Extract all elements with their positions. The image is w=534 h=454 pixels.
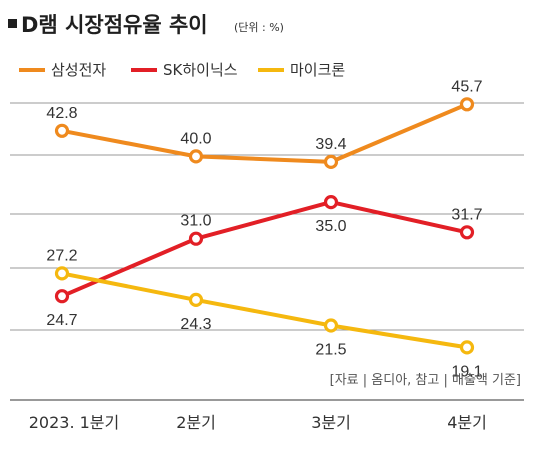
data-label: 31.7 [451,206,482,223]
category-label: 3분기 [311,413,351,432]
data-label: 39.4 [315,136,346,153]
data-point [323,154,339,169]
series-line [60,271,469,350]
data-point [54,123,70,138]
legend-label: 삼성전자 [51,61,106,79]
data-point [54,289,70,304]
data-point [323,318,339,333]
data-point [54,266,70,281]
data-point [459,225,475,240]
data-label: 40.0 [180,130,211,147]
series-line [60,102,469,164]
data-label: 45.7 [451,78,482,95]
series-line [60,200,469,299]
data-label: 19.1 [451,363,482,380]
data-labels: 42.8 40.0 39.4 45.7 24.7 31.0 35.0 31.7 27.2 24.3… [46,78,482,380]
legend-label: SK하이닉스 [163,61,238,79]
gridlines [10,102,524,331]
series-layer [54,97,475,355]
category-label: 2023. 1분기 [29,413,120,432]
data-point [188,292,204,307]
data-label: 27.2 [46,247,77,264]
chart-title: D램 시장점유율 추이 [21,13,208,37]
data-label: 31.0 [180,213,211,230]
data-point [188,231,204,246]
category-label: 2분기 [176,413,216,432]
data-point [188,149,204,164]
data-label: 35.0 [315,218,346,235]
category-label: 4분기 [447,413,487,432]
data-label: 42.8 [46,105,77,122]
x-axis: 2023. 1분기 2분기 3분기 4분기 [29,413,487,432]
chart-unit: (단위 : %) [234,21,284,34]
legend: 삼성전자 SK하이닉스 마이크론 [19,61,345,79]
legend-label: 마이크론 [290,61,345,79]
data-point [459,97,475,112]
data-label: 24.3 [180,316,211,333]
data-label: 24.7 [46,312,77,329]
title-bullet [8,19,17,28]
data-label: 21.5 [315,342,346,359]
source-note: [자료 | 옴디아, 참고 | 매출액 기준] [330,373,521,388]
data-point [459,340,475,355]
data-point [323,195,339,210]
